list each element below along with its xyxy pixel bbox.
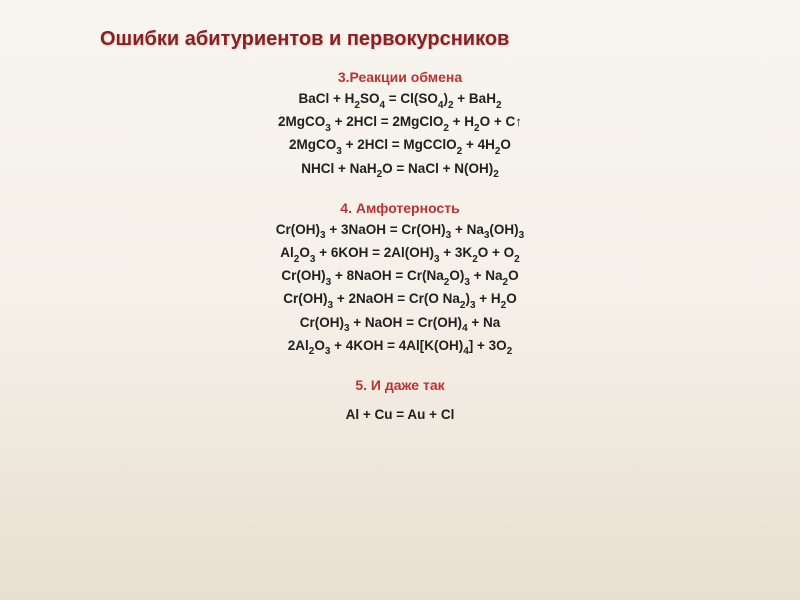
equation: NHCl + NaH2O = NaCl + N(OH)2 (0, 159, 800, 182)
equation: 2MgCO3 + 2HCl = 2MgClO2 + H2O + C↑ (0, 112, 800, 135)
equation: 2MgCO3 + 2HCl = MgCClO2 + 4H2O (0, 135, 800, 158)
slide-title: Ошибки абитуриентов и первокурсников (0, 0, 800, 51)
equation: Cr(OH)3 + 3NaOH = Cr(OH)3 + Na3(OH)3 (0, 220, 800, 243)
equation: BaCl + H2SO4 = Cl(SO4)2 + BaH2 (0, 89, 800, 112)
equation: Al2O3 + 6KOH = 2Al(OH)3 + 3K2O + O2 (0, 243, 800, 266)
equation: Cr(OH)3 + 2NaOH = Cr(O Na2)3 + H2O (0, 289, 800, 312)
section-3-title: 3.Реакции обмена (0, 69, 800, 85)
equation: Cr(OH)3 + NaOH = Cr(OH)4 + Na (0, 313, 800, 336)
equation: Al + Cu = Au + Cl (0, 405, 800, 425)
section-4-title: 4. Амфотерность (0, 200, 800, 216)
equation: 2Al2O3 + 4KOH = 4Al[K(OH)4] + 3O2 (0, 336, 800, 359)
equation: Cr(OH)3 + 8NaOH = Cr(Na2O)3 + Na2O (0, 266, 800, 289)
content-block: 3.Реакции обмена BaCl + H2SO4 = Cl(SO4)2… (0, 69, 800, 424)
section-5-title: 5. И даже так (0, 377, 800, 393)
